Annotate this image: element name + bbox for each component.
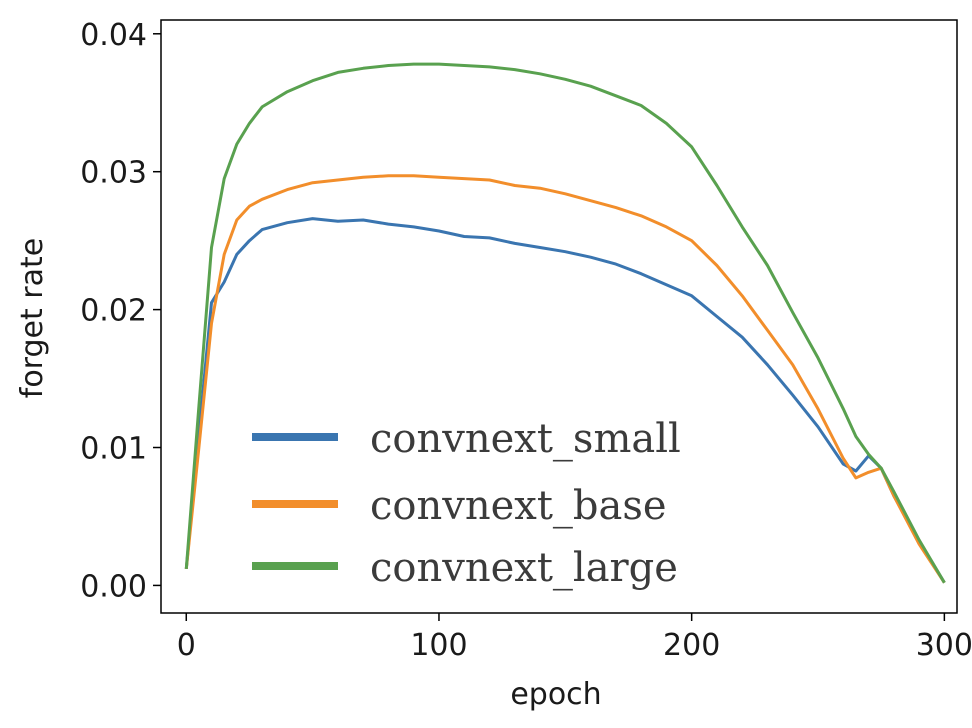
y-tick-label: 0.00 (80, 569, 147, 604)
x-tick-label: 300 (916, 628, 972, 663)
x-axis-ticks: 0 100 200 300 (177, 613, 972, 663)
legend-label-convnext-small: convnext_small (370, 416, 681, 462)
y-tick-label: 0.02 (80, 294, 147, 329)
legend-label-convnext-base: convnext_base (370, 483, 667, 529)
legend-label-convnext-large: convnext_large (370, 545, 678, 591)
x-tick-label: 200 (663, 628, 720, 663)
series-line-convnext-large (184, 62, 946, 584)
y-tick-label: 0.04 (80, 18, 147, 53)
legend: convnext_small convnext_base convnext_la… (252, 416, 681, 591)
y-axis-ticks: 0.00 0.01 0.02 0.03 0.04 (80, 18, 161, 604)
series-line-convnext-base (184, 174, 946, 584)
x-tick-label: 100 (410, 628, 467, 663)
y-tick-label: 0.01 (80, 432, 147, 467)
series-layer (184, 62, 946, 584)
y-tick-label: 0.03 (80, 156, 147, 191)
series-line-convnext-small (184, 217, 946, 584)
y-axis-label: forget rate (15, 238, 50, 398)
x-tick-label: 0 (177, 628, 196, 663)
x-axis-label: epoch (510, 677, 601, 712)
plot-area-frame (160, 19, 958, 614)
